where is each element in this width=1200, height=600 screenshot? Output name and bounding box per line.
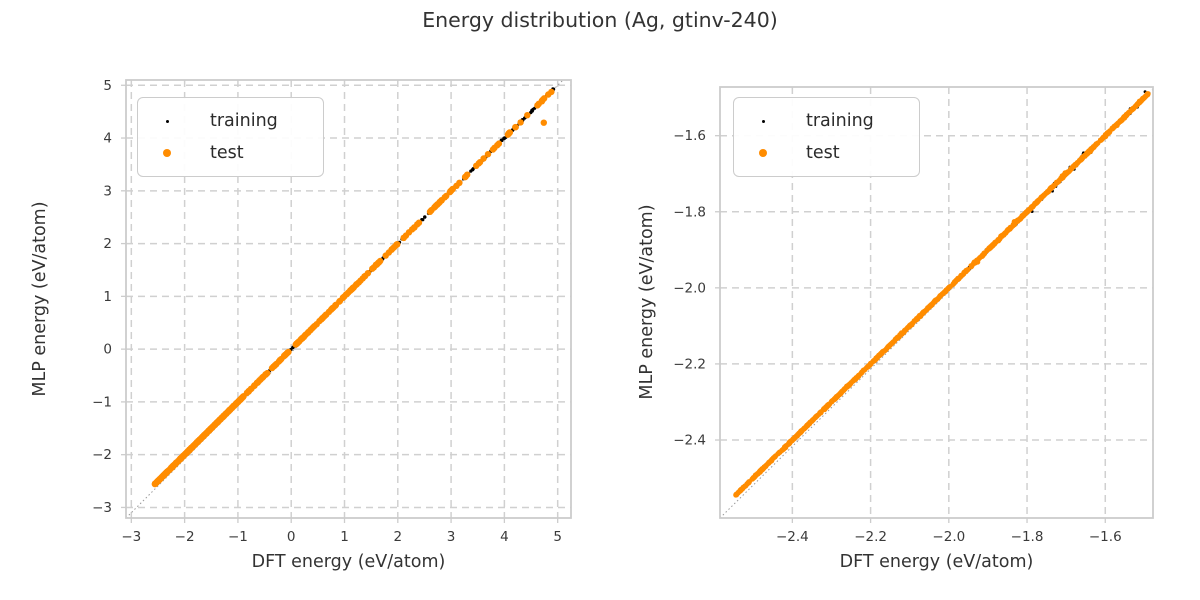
svg-text:0: 0 [287, 529, 296, 545]
svg-text:−2.0: −2.0 [932, 529, 965, 545]
legend-item-test: test [746, 137, 899, 169]
svg-text:−2: −2 [175, 529, 195, 545]
right-plot: −2.4 −2.2 −2.0 −1.8 −1.6 −1.6 −1.8 −2.0 −2.2 −2.4 [673, 86, 1154, 545]
left-spines [125, 79, 572, 519]
svg-text:−2.2: −2.2 [673, 356, 706, 372]
legend-label-test: test [806, 143, 840, 163]
left-yaxis-label: MLP energy (eV/atom) [30, 201, 50, 397]
legend-item-test: test [150, 137, 303, 169]
legend-item-training: training [150, 105, 303, 137]
right-xaxis-label: DFT energy (eV/atom) [839, 552, 1034, 572]
svg-text:4: 4 [103, 131, 112, 147]
svg-text:4: 4 [500, 529, 509, 545]
left-series-test [151, 88, 555, 488]
svg-text:−3: −3 [121, 529, 141, 545]
right-ticks [715, 135, 1106, 523]
svg-text:−1.8: −1.8 [1011, 529, 1044, 545]
svg-text:1: 1 [340, 529, 349, 545]
svg-text:2: 2 [103, 236, 112, 252]
svg-text:−2.2: −2.2 [854, 529, 887, 545]
training-marker-icon [746, 119, 780, 123]
svg-text:−2.4: −2.4 [673, 433, 706, 449]
svg-text:−1.6: −1.6 [1089, 529, 1122, 545]
right-spines [719, 86, 1154, 519]
svg-text:−3: −3 [92, 500, 112, 516]
svg-text:1: 1 [103, 289, 112, 305]
svg-text:2: 2 [393, 529, 402, 545]
right-tick-labels: −2.4 −2.2 −2.0 −1.8 −1.6 −1.6 −1.8 −2.0 −2.2 −2.4 [673, 128, 1121, 545]
svg-text:−2: −2 [92, 447, 112, 463]
left-xaxis-label: DFT energy (eV/atom) [251, 552, 446, 572]
svg-text:−1.6: −1.6 [673, 128, 706, 144]
legend-label-training: training [806, 111, 874, 131]
test-marker-icon [150, 149, 184, 157]
left-legend: training test [137, 97, 324, 177]
left-ticks [121, 84, 559, 523]
svg-text:−2.0: −2.0 [673, 280, 706, 296]
svg-text:−1: −1 [92, 394, 112, 410]
right-yaxis-label: MLP energy (eV/atom) [637, 204, 657, 400]
svg-text:3: 3 [447, 529, 456, 545]
training-marker-icon [150, 119, 184, 123]
legend-label-training: training [210, 111, 278, 131]
right-identity-line [719, 88, 1154, 519]
right-legend: training test [733, 97, 920, 177]
legend-label-test: test [210, 143, 244, 163]
svg-text:0: 0 [103, 342, 112, 358]
svg-text:5: 5 [553, 529, 562, 545]
svg-text:−1.8: −1.8 [673, 204, 706, 220]
svg-text:−1: −1 [228, 529, 248, 545]
svg-text:5: 5 [103, 78, 112, 94]
right-series-test [733, 91, 1151, 498]
left-tick-labels: −3 −2 −1 0 1 2 3 4 5 −3 −2 −1 0 1 2 3 4 5 [92, 78, 562, 545]
legend-item-training: training [746, 105, 899, 137]
chart-title: Energy distribution (Ag, gtinv-240) [422, 8, 778, 32]
test-marker-icon [746, 149, 780, 157]
svg-text:3: 3 [103, 183, 112, 199]
svg-text:−2.4: −2.4 [776, 529, 809, 545]
